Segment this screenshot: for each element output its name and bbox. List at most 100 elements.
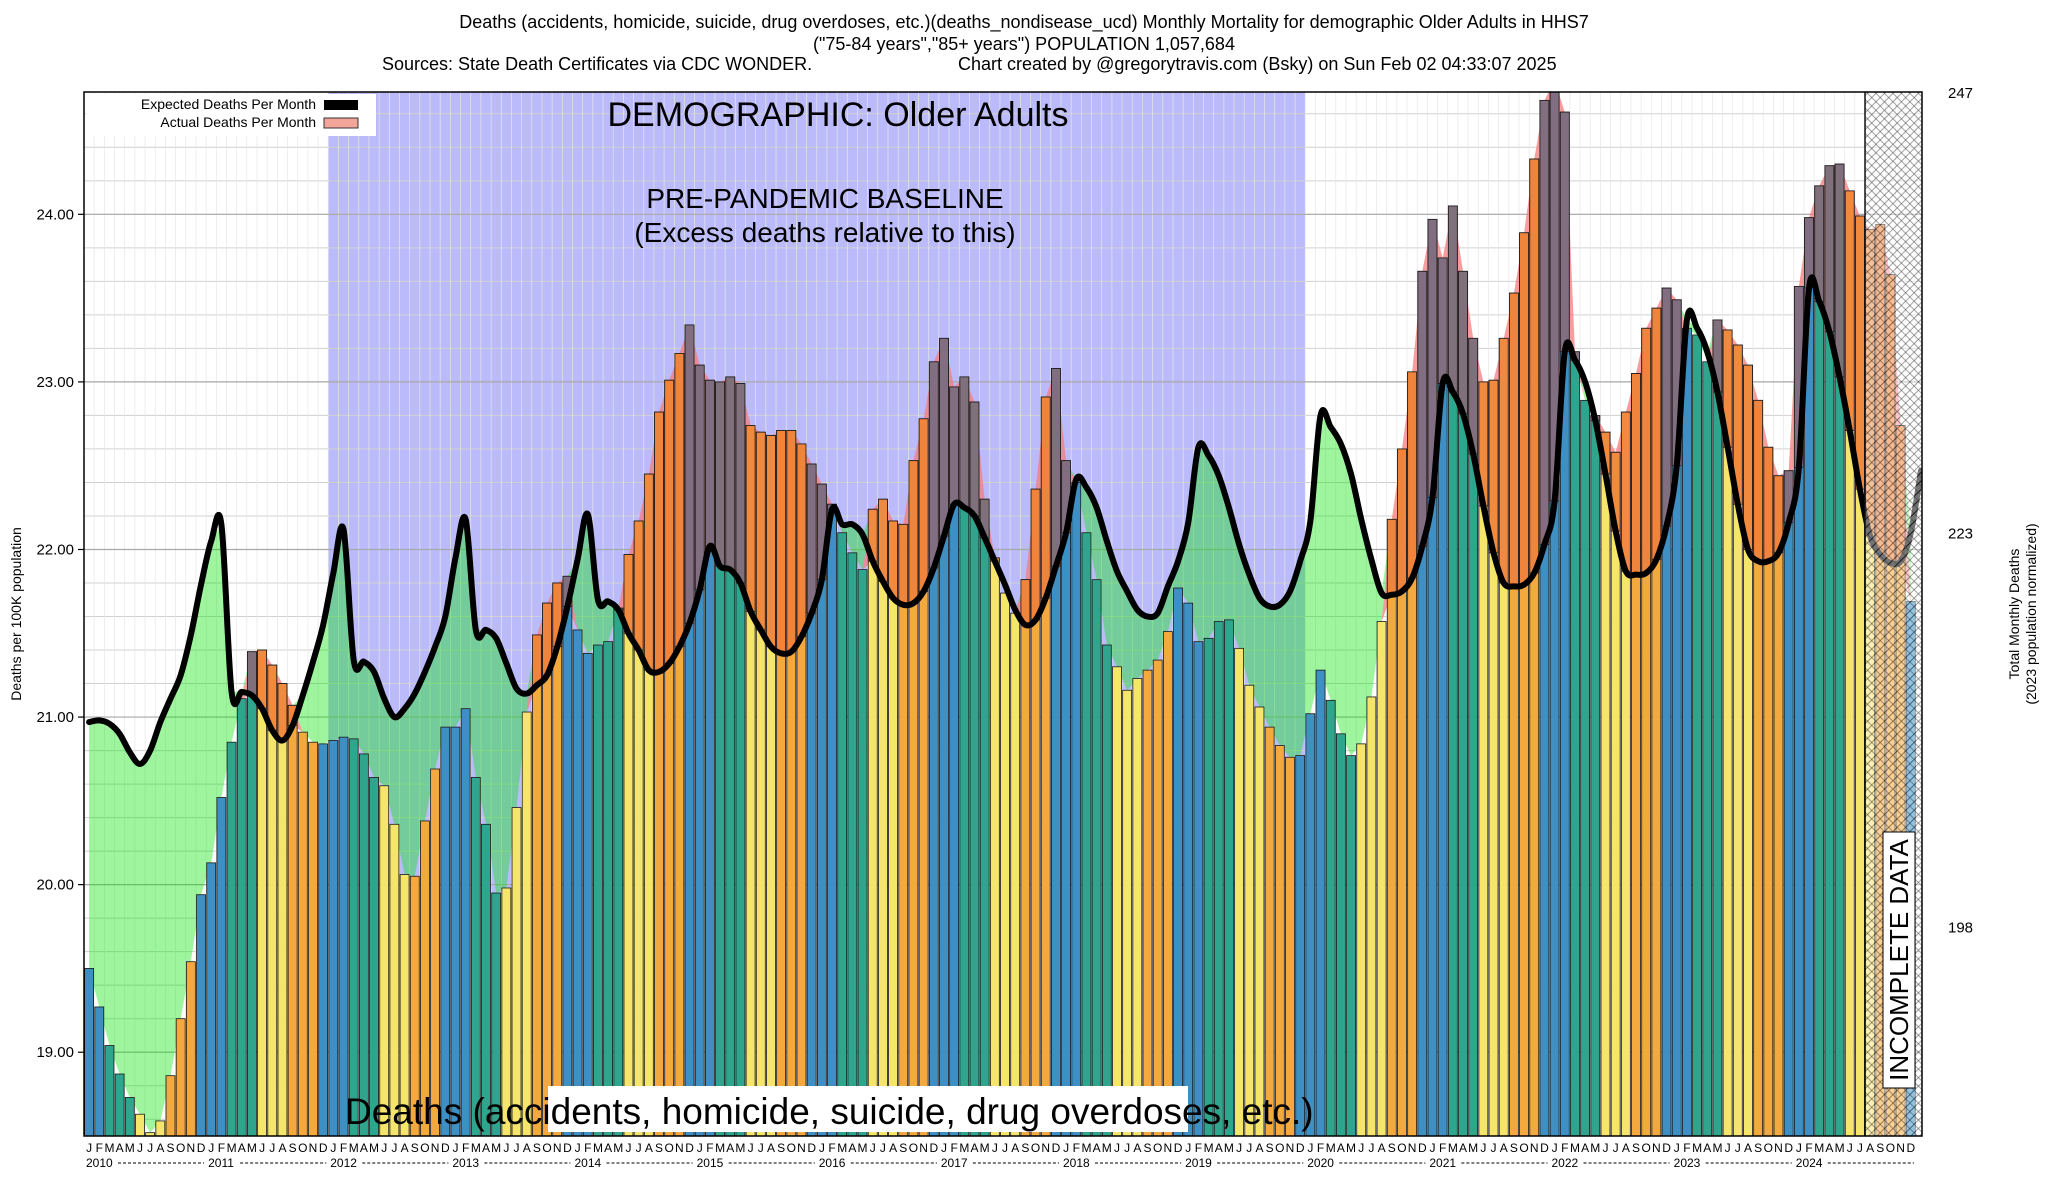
ytick-label: 22.00 (36, 541, 74, 558)
bar-excess-2021-2 (1437, 257, 1448, 384)
xtick-month-label: M (593, 1141, 603, 1155)
bar-excess-2016-11 (918, 418, 929, 592)
xtick-year-label: 2017 (941, 1156, 968, 1170)
xtick-month-label: A (401, 1141, 409, 1155)
bar-excess-2022-11 (1651, 307, 1662, 560)
bar-excess-2022-9 (1631, 373, 1641, 576)
bar-actual-2020-5 (1346, 755, 1356, 1136)
right-tick-label: 223 (1948, 526, 1973, 543)
xtick-month-label: J (941, 1141, 947, 1155)
ytick-label: 21.00 (36, 709, 74, 726)
bar-excess-2024-5 (1834, 163, 1845, 378)
xtick-month-label: D (1296, 1141, 1305, 1155)
bar-excess-2014-8 (643, 473, 654, 671)
xtick-year-label: 2015 (697, 1156, 724, 1170)
xtick-month-label: J (819, 1141, 825, 1155)
xtick-month-label: A (889, 1141, 897, 1155)
bar-actual-2013-5 (491, 892, 502, 1136)
bar-excess-2023-9 (1753, 399, 1764, 562)
xtick-month-label: O (1642, 1141, 1651, 1155)
bar-excess-2015-2 (705, 379, 715, 547)
bar-actual-2023-5 (1712, 319, 1723, 1136)
xtick-month-label: J (748, 1141, 754, 1155)
xtick-month-label: O (542, 1141, 551, 1155)
bar-actual-2010-10 (175, 1018, 186, 1136)
xtick-month-label: F (340, 1141, 347, 1155)
bar-actual-2020-7 (1366, 696, 1377, 1136)
xtick-month-label: A (482, 1141, 490, 1155)
legend-label-actual: Actual Deaths Per Month (160, 114, 316, 130)
bar-actual-2011-1 (206, 862, 217, 1136)
xtick-month-label: S (411, 1141, 419, 1155)
xtick-year-label: 2020 (1307, 1156, 1334, 1170)
bar-actual-2018-2 (1071, 482, 1082, 1136)
bar-excess-2017-2 (949, 386, 960, 505)
xtick-month-label: S (1754, 1141, 1762, 1155)
xtick-month-label: M (247, 1141, 257, 1155)
xtick-month-label: J (1114, 1141, 1120, 1155)
bar-actual-2012-4 (358, 753, 369, 1136)
xtick-month-label: J (880, 1141, 886, 1155)
chart-credit: Chart created by @gregorytravis.com (Bsk… (958, 54, 1557, 74)
bar-excess-2015-1 (694, 364, 705, 591)
xtick-month-label: J (330, 1141, 336, 1155)
bar-actual-2011-4 (236, 698, 247, 1136)
bar-excess-2022-2 (1559, 111, 1570, 353)
xtick-month-label: D (1540, 1141, 1549, 1155)
bar-actual-2023-11 (1773, 475, 1784, 1136)
xtick-month-label: S (777, 1141, 785, 1155)
bar-actual-2014-1 (572, 629, 583, 1136)
xtick-month-label: M (980, 1141, 990, 1155)
xtick-month-label: M (1835, 1141, 1845, 1155)
bar-excess-2022-10 (1641, 327, 1652, 574)
bar-actual-2017-8 (1010, 612, 1021, 1136)
annotation-demographic: DEMOGRAPHIC: Older Adults (607, 96, 1068, 134)
deficit-fill (89, 92, 1911, 1133)
xtick-month-label: A (1622, 1141, 1630, 1155)
xtick-month-label: D (1662, 1141, 1671, 1155)
bar-excess-2015-6 (745, 425, 756, 612)
xtick-month-label: M (837, 1141, 847, 1155)
xtick-month-label: M (715, 1141, 725, 1155)
xtick-month-label: A (1581, 1141, 1589, 1155)
xtick-month-label: F (1805, 1141, 1812, 1155)
xtick-month-label: O (787, 1141, 796, 1155)
bar-excess-2014-7 (633, 520, 644, 651)
xtick-month-label: J (1674, 1141, 1680, 1155)
bar-excess-2015-3 (715, 381, 725, 567)
bar-actual-2010-1 (84, 968, 94, 1136)
ytick-label: 24.00 (36, 206, 74, 223)
bar-actual-2019-10 (1274, 745, 1285, 1136)
xtick-month-label: A (1133, 1141, 1141, 1155)
bar-actual-2012-2 (338, 736, 349, 1136)
xtick-month-label: J (870, 1141, 876, 1155)
xtick-month-label: J (1185, 1141, 1191, 1155)
bar-excess-2015-4 (725, 376, 736, 570)
xtick-month-label: M (227, 1141, 237, 1155)
xtick-month-label: J (1307, 1141, 1313, 1155)
bar-excess-2021-11 (1529, 158, 1540, 574)
bar-actual-2010-12 (196, 894, 206, 1136)
xtick-month-label: A (1215, 1141, 1223, 1155)
bar-excess-2017-4 (969, 401, 980, 517)
xtick-month-label: M (1448, 1141, 1458, 1155)
xtick-month-label: S (1510, 1141, 1518, 1155)
bar-excess-2017-11 (1040, 396, 1051, 599)
bar-actual-2012-6 (379, 785, 390, 1136)
xtick-month-label: F (584, 1141, 591, 1155)
xtick-month-label: A (1011, 1141, 1019, 1155)
xtick-year-label: 2012 (330, 1156, 357, 1170)
xtick-month-label: J (992, 1141, 998, 1155)
xtick-month-label: J (452, 1141, 458, 1155)
bar-actual-2010-6 (135, 1113, 145, 1136)
bar-excess-2017-1 (939, 337, 949, 537)
xtick-month-label: J (758, 1141, 764, 1155)
xtick-month-label: D (1174, 1141, 1183, 1155)
xtick-month-label: A (238, 1141, 246, 1155)
bar-actual-2017-5 (979, 498, 990, 1136)
xtick-month-label: M (104, 1141, 114, 1155)
xtick-month-label: D (1784, 1141, 1793, 1155)
xtick-month-label: J (137, 1141, 143, 1155)
xtick-month-label: O (665, 1141, 674, 1155)
xtick-month-label: N (431, 1141, 440, 1155)
